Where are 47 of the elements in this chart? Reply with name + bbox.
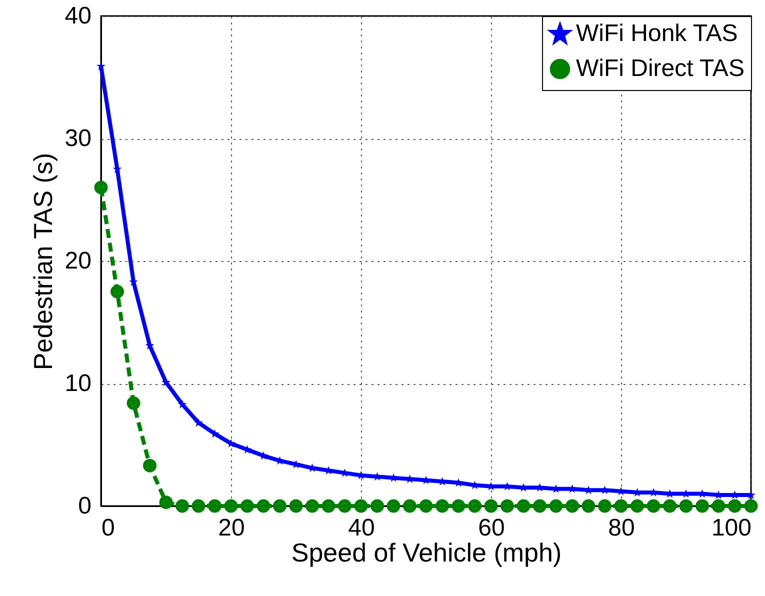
- legend-label: WiFi Honk TAS: [576, 20, 738, 47]
- point: [143, 458, 156, 472]
- y-tick-label: 20: [64, 248, 92, 274]
- y-tick-label: 10: [64, 370, 92, 397]
- point: [728, 499, 742, 513]
- point: [273, 499, 286, 513]
- point: [549, 499, 563, 513]
- point: [744, 499, 758, 513]
- point: [240, 499, 254, 513]
- x-tick-label: 100: [711, 514, 752, 542]
- point: [436, 499, 449, 513]
- point: [566, 499, 579, 513]
- point: [224, 499, 238, 513]
- point: [94, 180, 108, 194]
- y-tick-label: 40: [64, 2, 92, 30]
- x-tick-label: 0: [102, 514, 115, 542]
- point: [403, 499, 416, 513]
- point: [630, 499, 644, 513]
- point: [452, 499, 466, 513]
- legend-label: WiFi Direct TAS: [576, 55, 744, 82]
- point: [419, 499, 433, 513]
- point: [696, 499, 709, 513]
- point: [614, 499, 628, 513]
- point: [110, 284, 124, 298]
- x-tick-label: 80: [608, 514, 635, 542]
- point: [208, 499, 222, 513]
- point: [468, 499, 482, 513]
- y-tick-label: 0: [78, 492, 92, 520]
- point: [322, 499, 336, 513]
- point: [663, 499, 676, 513]
- point: [306, 499, 319, 513]
- point: [598, 499, 612, 513]
- point: [646, 499, 660, 513]
- point: [516, 499, 530, 513]
- point: [338, 499, 352, 513]
- point: [126, 396, 140, 410]
- x-tick-label: 20: [218, 514, 245, 542]
- point: [256, 499, 270, 513]
- y-tick-label: 30: [64, 125, 92, 152]
- y-axis-title: Pedestrian TAS (s): [28, 152, 58, 370]
- point: [500, 499, 514, 513]
- point: [176, 499, 189, 513]
- point: [370, 499, 384, 513]
- point: [354, 499, 368, 513]
- point: [533, 499, 546, 513]
- point: [159, 496, 173, 510]
- point: [712, 499, 726, 513]
